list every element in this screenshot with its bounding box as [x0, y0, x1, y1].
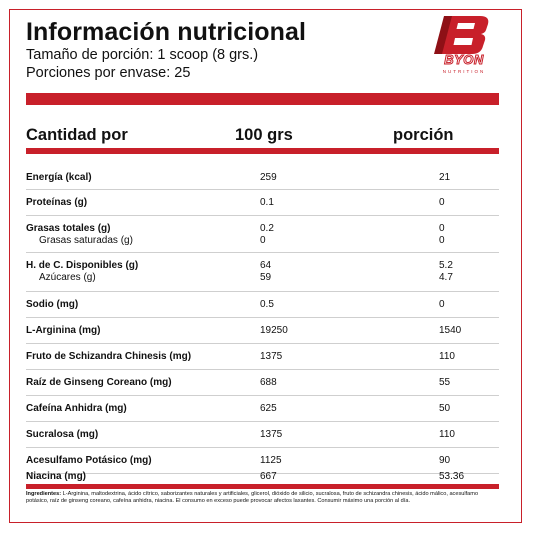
table-row: H. de C. Disponibles (g) 64 5.2 Azúcares…	[26, 252, 499, 292]
nutrient-name: Grasas totales (g)	[26, 223, 111, 234]
table-row: Niacina (mg) 667 53.36	[26, 471, 499, 484]
value-per-100g: 64	[260, 260, 272, 271]
servings-per-container-text: Porciones por envase: 25	[26, 65, 191, 81]
sub-value-per-100g: 59	[260, 272, 272, 283]
table-row: Fruto de Schizandra Chinesis (mg) 1375 1…	[26, 343, 499, 370]
value-per-serving: 110	[439, 351, 455, 362]
nutrition-label-frame	[9, 9, 522, 523]
nutrient-name: H. de C. Disponibles (g)	[26, 260, 139, 271]
nutrient-name: L-Arginina (mg)	[26, 325, 101, 336]
header-per-serving: porción	[393, 126, 454, 144]
value-per-100g: 667	[260, 471, 277, 482]
table-row: Sodio (mg) 0.5 0	[26, 291, 499, 318]
table-row: Grasas totales (g) 0.2 0 Grasas saturada…	[26, 215, 499, 253]
value-per-100g: 0.5	[260, 299, 274, 310]
page-title: Información nutricional	[26, 18, 307, 46]
byon-logo: BYON NUTRITION	[428, 12, 500, 84]
ingredients-text: Ingredientes: L-Arginina, maltodextrina,…	[26, 491, 501, 505]
value-per-100g: 1375	[260, 351, 283, 362]
table-row: Sucralosa (mg) 1375 110	[26, 421, 499, 448]
value-per-100g: 688	[260, 377, 277, 388]
nutrient-name: Niacina (mg)	[26, 471, 87, 482]
value-per-serving: 110	[439, 429, 455, 440]
sub-value-per-serving: 4.7	[439, 272, 453, 283]
value-per-serving: 50	[439, 403, 451, 414]
value-per-serving: 5.2	[439, 260, 453, 271]
table-row: Proteínas (g) 0.1 0	[26, 189, 499, 216]
value-per-100g: 19250	[260, 325, 288, 336]
nutrient-name: Sucralosa (mg)	[26, 429, 99, 440]
value-per-serving: 0	[439, 197, 445, 208]
nutrient-name: Raíz de Ginseng Coreano (mg)	[26, 377, 172, 388]
header-red-divider	[26, 148, 499, 154]
header-label: Cantidad por	[26, 126, 128, 144]
sub-nutrient-name: Azúcares (g)	[39, 272, 96, 283]
ingredients-list: L-Arginina, maltodextrina, ácido cítrico…	[26, 491, 479, 505]
value-per-100g: 259	[260, 172, 277, 183]
serving-size-text: Tamaño de porción: 1 scoop (8 grs.)	[26, 47, 259, 63]
sub-value-per-100g: 0	[260, 235, 266, 246]
table-row: Raíz de Ginseng Coreano (mg) 688 55	[26, 369, 499, 396]
nutrient-name: Acesulfamo Potásico (mg)	[26, 455, 152, 466]
value-per-100g: 0.2	[260, 223, 274, 234]
top-red-divider	[26, 93, 499, 105]
nutrient-name: Sodio (mg)	[26, 299, 79, 310]
nutrient-name: Fruto de Schizandra Chinesis (mg)	[26, 351, 192, 362]
value-per-serving: 0	[439, 223, 445, 234]
sub-value-per-serving: 0	[439, 235, 445, 246]
value-per-serving: 0	[439, 299, 445, 310]
value-per-serving: 1540	[439, 325, 462, 336]
sub-nutrient-name: Grasas saturadas (g)	[39, 235, 133, 246]
nutrient-name: Cafeína Anhidra (mg)	[26, 403, 127, 414]
byon-b-icon	[434, 16, 489, 54]
value-per-serving: 90	[439, 455, 451, 466]
header-per-100g: 100 grs	[235, 126, 293, 144]
value-per-serving: 55	[439, 377, 451, 388]
value-per-100g: 625	[260, 403, 277, 414]
brand-name: BYON	[444, 52, 484, 68]
ingredients-label: Ingredientes:	[26, 491, 62, 497]
bottom-red-divider	[26, 484, 499, 489]
table-row: Energía (kcal) 259 21	[26, 154, 499, 190]
nutrient-name: Proteínas (g)	[26, 197, 88, 208]
value-per-serving: 21	[439, 172, 451, 183]
table-row: L-Arginina (mg) 19250 1540	[26, 317, 499, 344]
value-per-serving: 53.36	[439, 471, 465, 482]
value-per-100g: 1375	[260, 429, 283, 440]
value-per-100g: 0.1	[260, 197, 274, 208]
brand-tagline: NUTRITION	[442, 69, 486, 74]
value-per-100g: 1125	[260, 455, 282, 466]
table-row: Cafeína Anhidra (mg) 625 50	[26, 395, 499, 422]
table-row: Acesulfamo Potásico (mg) 1125 90	[26, 447, 499, 474]
nutrient-name: Energía (kcal)	[26, 172, 92, 183]
